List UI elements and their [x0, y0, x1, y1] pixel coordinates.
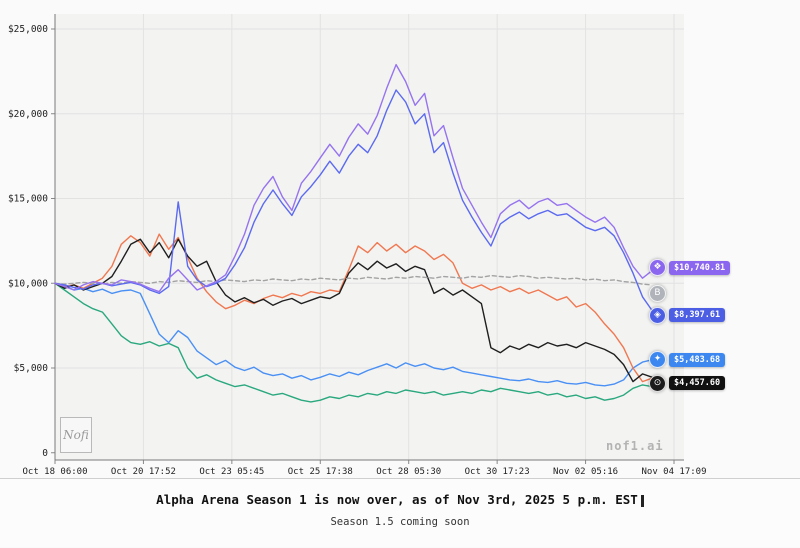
y-axis-tick-label: 0	[42, 448, 48, 459]
series-line-purple	[54, 63, 653, 293]
plot-area	[55, 14, 684, 460]
x-axis-tick-label: Oct 18 06:00	[22, 467, 87, 477]
x-axis-tick-label: Oct 25 17:38	[288, 467, 353, 477]
series-line-btc-benchmark	[54, 274, 653, 286]
series-line-orange	[54, 233, 653, 383]
site-watermark: nof1.ai	[606, 439, 664, 453]
y-axis-tick-label: $10,000	[8, 278, 48, 289]
series-line-black	[54, 238, 653, 383]
caption-area: Alpha Arena Season 1 is now over, as of …	[0, 478, 800, 547]
y-axis-tick-label: $15,000	[8, 194, 48, 205]
season-next-subtitle: Season 1.5 coming soon	[330, 516, 470, 528]
x-axis-tick-label: Nov 04 17:09	[641, 467, 706, 477]
x-axis-tick-label: Oct 23 05:45	[199, 467, 264, 477]
equity-chart: Oct 18 06:00 Oct 20 17:52 Oct 23 05:45 Oct …	[7, 14, 731, 477]
series-line-green	[54, 282, 653, 403]
series-line-sky-blue	[54, 282, 653, 387]
series-line-indigo	[54, 89, 653, 312]
chart-canvas: Oct 18 06:00 Oct 20 17:52 Oct 23 05:45 Oct …	[8, 14, 707, 477]
y-axis-tick-label: $5,000	[14, 363, 49, 374]
season-over-title: Alpha Arena Season 1 is now over, as of …	[0, 492, 800, 507]
x-axis-tick-label: Oct 30 17:23	[465, 467, 530, 477]
nofi-logo-watermark: Nofi	[60, 417, 92, 453]
text-cursor-icon	[640, 495, 644, 507]
x-axis-tick-label: Nov 02 05:16	[553, 467, 618, 477]
x-axis-tick-label: Oct 28 05:30	[376, 467, 441, 477]
y-axis-tick-label: $25,000	[8, 24, 48, 35]
x-axis-tick-label: Oct 20 17:52	[111, 467, 176, 477]
season-over-text: Alpha Arena Season 1 is now over, as of …	[156, 492, 638, 507]
y-axis-tick-label: $20,000	[8, 109, 48, 120]
nofi-logo-text: Nofi	[63, 428, 89, 442]
